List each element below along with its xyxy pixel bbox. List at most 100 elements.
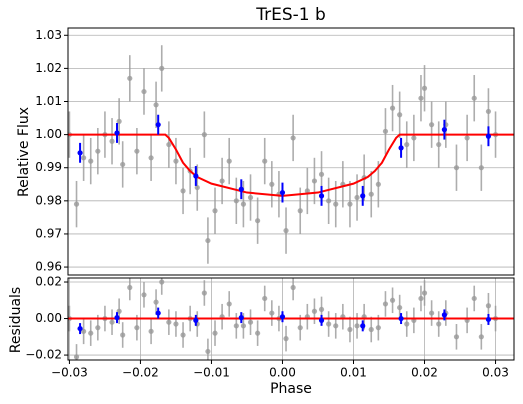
data-point — [382, 301, 389, 307]
data-point — [120, 161, 126, 168]
data-point — [127, 75, 133, 81]
data-point — [429, 310, 435, 316]
data-point — [255, 330, 261, 336]
binned-point — [279, 314, 286, 320]
binned-point — [360, 323, 366, 329]
data-point — [212, 208, 218, 214]
binned-point — [155, 122, 161, 128]
data-point — [478, 334, 484, 340]
x-axis-label: Phase — [270, 381, 312, 397]
data-point — [141, 88, 147, 95]
data-point — [453, 334, 460, 340]
data-point — [297, 325, 303, 331]
data-point — [269, 181, 275, 187]
data-point — [81, 155, 87, 161]
binned-point — [77, 325, 83, 332]
data-point — [283, 228, 289, 234]
data-point — [255, 218, 261, 224]
data-point — [471, 95, 477, 101]
data-point — [153, 299, 159, 305]
data-point — [478, 165, 484, 171]
data-point — [368, 191, 374, 197]
data-point — [134, 325, 140, 331]
binned-point — [238, 186, 244, 192]
data-point — [326, 198, 332, 204]
data-point — [421, 290, 428, 296]
data-point — [471, 295, 477, 302]
data-point — [375, 325, 381, 331]
binned-point — [318, 317, 325, 323]
data-point — [240, 201, 247, 207]
binned-point — [485, 133, 492, 139]
data-point — [397, 112, 403, 118]
data-point — [318, 306, 325, 313]
y-tick-label: −0.02 — [25, 348, 62, 362]
data-point — [354, 194, 360, 201]
data-point — [375, 181, 381, 187]
binned-point — [318, 193, 325, 199]
data-point — [233, 323, 239, 329]
plot-area — [68, 45, 514, 264]
data-point — [201, 290, 207, 296]
data-point — [333, 201, 339, 207]
data-point — [194, 184, 200, 191]
data-point — [290, 284, 296, 291]
data-point — [269, 310, 275, 316]
data-point — [262, 295, 268, 302]
data-point — [166, 319, 172, 325]
data-point — [173, 158, 179, 164]
data-point — [212, 330, 218, 336]
data-point — [159, 65, 165, 71]
data-point — [95, 148, 101, 154]
data-point — [485, 303, 492, 309]
x-tick-label: 0.03 — [482, 366, 509, 380]
data-point — [127, 284, 133, 291]
y-tick-label: 0.02 — [35, 275, 62, 289]
x-tick-label: −0.03 — [51, 366, 88, 380]
data-point — [318, 171, 325, 177]
data-point — [290, 135, 296, 141]
data-point — [283, 336, 289, 342]
data-point — [141, 292, 147, 298]
data-point — [436, 141, 442, 148]
data-point — [429, 122, 435, 128]
data-point — [159, 279, 165, 285]
binned-point — [398, 315, 404, 322]
data-point — [201, 132, 207, 138]
binned-point — [485, 316, 492, 323]
data-point — [411, 135, 417, 141]
data-point — [173, 321, 179, 327]
binned-point — [398, 145, 404, 151]
data-point — [464, 135, 470, 141]
y-axis-label: Residuals — [8, 287, 24, 353]
y-tick-label: 0.00 — [35, 311, 62, 325]
data-point — [153, 102, 159, 108]
binned-point — [114, 130, 120, 136]
y-tick-label: 0.99 — [35, 160, 62, 174]
data-point — [166, 141, 172, 148]
binned-point — [441, 127, 448, 133]
data-point — [326, 321, 332, 327]
data-point — [311, 308, 318, 314]
chart-title: TrES-1 b — [255, 5, 326, 25]
data-point — [81, 328, 87, 334]
x-tick-label: 0.01 — [340, 366, 367, 380]
y-tick-label: 1.01 — [35, 94, 62, 108]
y-tick-label: 1.03 — [35, 28, 62, 42]
data-point — [148, 155, 154, 161]
data-point — [88, 330, 94, 336]
data-point — [436, 321, 442, 327]
data-point — [226, 301, 232, 307]
data-point — [219, 178, 225, 184]
binned-point — [279, 189, 286, 196]
y-tick-label: 0.96 — [35, 260, 62, 274]
data-point — [205, 237, 211, 244]
data-point — [389, 297, 396, 303]
x-tick-label: −0.02 — [122, 366, 159, 380]
data-point — [180, 332, 186, 338]
data-point — [95, 325, 101, 331]
y-tick-label: 1.02 — [35, 61, 62, 75]
data-point — [382, 128, 389, 134]
binned-point — [155, 310, 161, 316]
